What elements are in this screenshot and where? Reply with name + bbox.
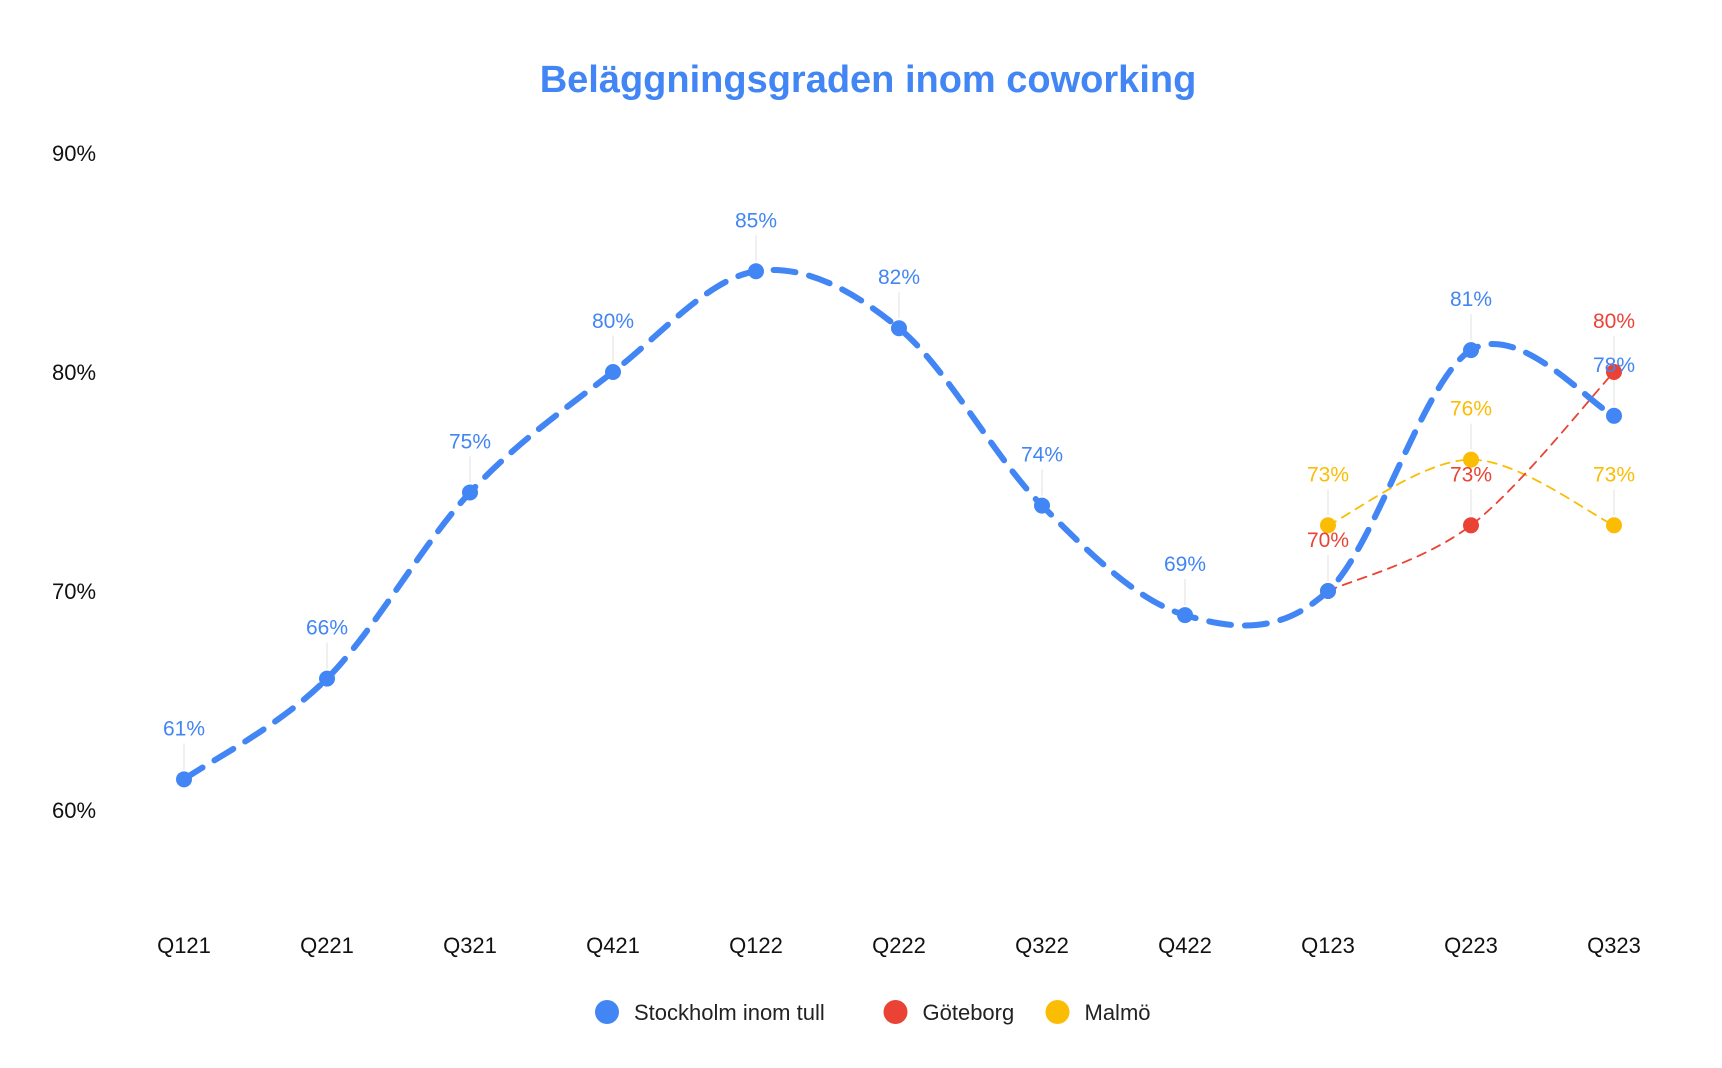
legend-marker (595, 1000, 619, 1024)
data-points (176, 263, 1622, 788)
x-tick-label: Q321 (443, 933, 497, 958)
data-label: 61% (163, 717, 205, 740)
x-tick-label: Q123 (1301, 933, 1355, 958)
data-point (462, 484, 478, 501)
data-label: 73% (1450, 463, 1492, 486)
data-point (1606, 517, 1622, 534)
data-point (891, 320, 907, 337)
data-label: 69% (1164, 553, 1206, 576)
data-point (1463, 451, 1479, 468)
x-tick-label: Q122 (729, 933, 783, 958)
data-label: 73% (1307, 463, 1349, 486)
data-point (319, 670, 335, 687)
data-label: 73% (1593, 463, 1635, 486)
series-line (181, 267, 1617, 783)
chart-title: Beläggningsgraden inom coworking (540, 59, 1197, 101)
data-label: 70% (1307, 529, 1349, 552)
y-tick-label: 70% (52, 579, 96, 604)
legend-label: Stockholm inom tull (634, 1000, 825, 1025)
legend-item: Göteborg (883, 1000, 1015, 1025)
data-labels: 61% 66% 75% 80% 85% 82% 74% 69% 81% 78% 70% 73% 80% 7… (163, 209, 1635, 740)
data-point (1463, 342, 1479, 359)
series-line (1327, 371, 1615, 592)
data-label: 80% (592, 310, 634, 333)
x-tick-label: Q422 (1158, 933, 1212, 958)
data-label: 76% (1450, 398, 1492, 421)
legend-label: Malmö (1085, 1000, 1151, 1025)
legend-marker (883, 1000, 908, 1024)
y-axis: 60% 70% 80% 90% (52, 141, 96, 823)
y-tick-label: 80% (52, 360, 96, 385)
y-tick-label: 90% (52, 141, 96, 166)
data-point (1463, 517, 1479, 534)
x-tick-label: Q323 (1587, 933, 1641, 958)
x-tick-label: Q222 (872, 933, 926, 958)
legend-item: Malmö (1045, 1000, 1151, 1025)
data-point (176, 771, 192, 788)
data-label: 74% (1021, 444, 1063, 467)
data-label: 85% (735, 209, 777, 232)
data-label: 66% (306, 617, 348, 640)
data-label: 78% (1593, 354, 1635, 377)
data-label: 75% (449, 430, 491, 453)
data-label: 82% (878, 266, 920, 289)
series-line (1327, 458, 1615, 527)
data-label: 80% (1593, 310, 1635, 333)
x-tick-label: Q221 (300, 933, 354, 958)
label-leaders (183, 235, 1615, 770)
x-tick-label: Q421 (586, 933, 640, 958)
x-tick-label: Q322 (1015, 933, 1069, 958)
data-point (1606, 407, 1622, 424)
data-label: 81% (1450, 288, 1492, 311)
data-point (605, 364, 621, 380)
legend-label: Göteborg (923, 1000, 1015, 1025)
series-lines (181, 267, 1617, 783)
legend-marker (1045, 1000, 1070, 1024)
data-point (1320, 583, 1336, 599)
y-tick-label: 60% (52, 798, 96, 823)
x-tick-label: Q223 (1444, 933, 1498, 958)
data-point (1320, 517, 1336, 534)
data-point (1034, 497, 1050, 514)
x-tick-label: Q121 (157, 933, 211, 958)
data-point (748, 263, 764, 280)
legend: Stockholm inom tull Göteborg Malmö (595, 1000, 1151, 1025)
data-point (1177, 607, 1193, 624)
data-point (1606, 364, 1622, 380)
x-axis: Q121 Q221 Q321 Q421 Q122 Q222 Q322 Q422 Q123 Q223… (157, 933, 1641, 958)
legend-item: Stockholm inom tull (595, 1000, 825, 1025)
